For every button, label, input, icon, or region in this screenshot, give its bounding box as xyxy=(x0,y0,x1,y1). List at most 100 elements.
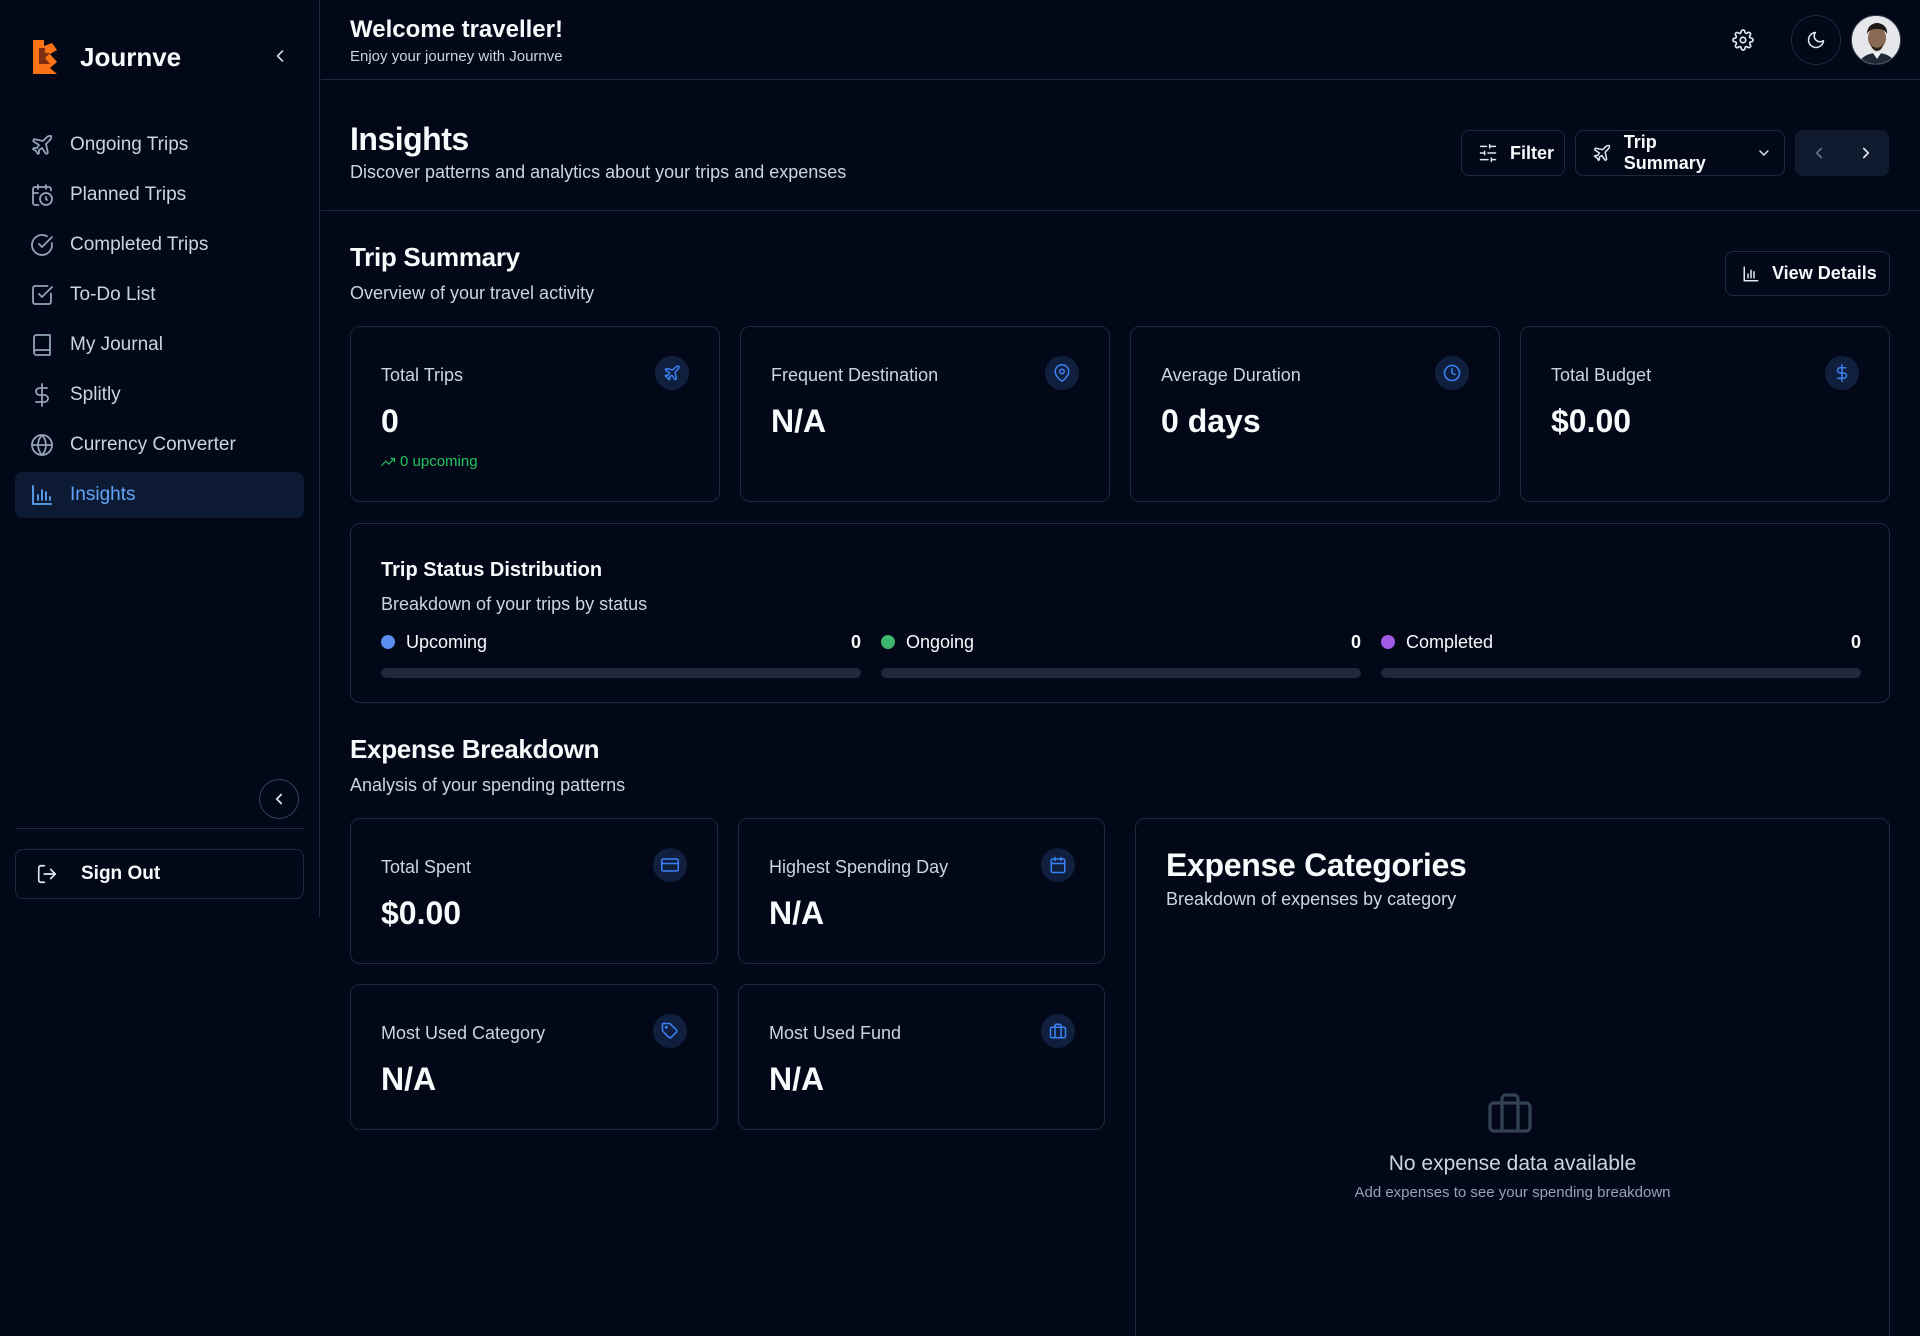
welcome-title: Welcome traveller! xyxy=(350,16,563,43)
tag-icon xyxy=(661,1022,679,1040)
map-pin-icon xyxy=(1053,364,1071,382)
page-title: Insights xyxy=(350,121,469,157)
stat-value: $0.00 xyxy=(1551,403,1632,439)
view-select-value: Trip Summary xyxy=(1623,132,1706,173)
stat-icon-badge xyxy=(1041,1014,1075,1048)
status-label: Completed xyxy=(1406,631,1494,652)
sidebar-item-label: Insights xyxy=(70,484,136,505)
collapse-sidebar-chevron-left-icon[interactable] xyxy=(270,46,290,66)
sidebar-item-label: Splitly xyxy=(70,384,121,405)
plane-icon xyxy=(30,133,54,157)
dollar-icon xyxy=(30,383,54,407)
view-select-dropdown[interactable]: Trip Summary xyxy=(1575,130,1785,176)
stat-icon-badge xyxy=(653,1014,687,1048)
sidebar-item-completed-trips[interactable]: Completed Trips xyxy=(15,222,304,268)
page-header: Insights Discover patterns and analytics… xyxy=(321,81,1920,211)
status-item-ongoing: Ongoing 0 xyxy=(881,630,1361,678)
status-progress-bar xyxy=(1381,668,1861,678)
status-count: 0 xyxy=(1850,631,1861,652)
stat-card-highest-spending-day: Highest Spending Day N/A xyxy=(738,818,1105,964)
status-count: 0 xyxy=(850,631,861,652)
sidebar-item-insights[interactable]: Insights xyxy=(15,472,304,518)
status-progress-bar xyxy=(381,668,861,678)
sidebar-item-label: Planned Trips xyxy=(70,184,187,205)
stat-icon-badge xyxy=(653,848,687,882)
sidebar-divider xyxy=(15,828,304,829)
page-subtitle: Discover patterns and analytics about yo… xyxy=(350,162,847,182)
status-progress-bar xyxy=(881,668,1361,678)
plane-icon xyxy=(663,364,681,382)
view-pager xyxy=(1795,130,1889,176)
sidebar-item-splitly[interactable]: Splitly xyxy=(15,372,304,418)
stat-card-frequent-destination: Frequent Destination N/A xyxy=(740,326,1110,502)
stat-label: Total Budget xyxy=(1551,365,1652,385)
sidebar-item-todo-list[interactable]: To-Do List xyxy=(15,272,304,318)
collapse-sidebar-button[interactable] xyxy=(259,779,299,819)
stat-icon-badge xyxy=(655,356,689,390)
view-details-button[interactable]: View Details xyxy=(1725,251,1890,296)
calendar-icon xyxy=(1049,856,1067,874)
stat-label: Highest Spending Day xyxy=(769,857,949,877)
stat-value: N/A xyxy=(769,1061,825,1097)
expense-breakdown-title: Expense Breakdown xyxy=(350,734,600,764)
distribution-subtitle: Breakdown of your trips by status xyxy=(381,594,648,614)
stat-card-most-used-category: Most Used Category N/A xyxy=(350,984,718,1130)
stat-icon-badge xyxy=(1825,356,1859,390)
journve-logo-icon xyxy=(30,38,60,76)
view-details-label: View Details xyxy=(1772,263,1877,283)
status-dot xyxy=(381,635,395,649)
sidebar-item-label: Ongoing Trips xyxy=(70,134,189,155)
sidebar-nav: Ongoing Trips Planned Trips Completed Tr… xyxy=(15,122,304,522)
moon-icon xyxy=(1806,30,1826,50)
status-dot xyxy=(881,635,895,649)
stat-label: Most Used Category xyxy=(381,1023,546,1043)
stat-value: 0 days xyxy=(1161,403,1261,439)
app-name: Journve xyxy=(80,41,182,72)
sidebar-item-ongoing-trips[interactable]: Ongoing Trips xyxy=(15,122,304,168)
chevron-left-icon xyxy=(270,790,288,808)
expense-categories-title: Expense Categories xyxy=(1166,847,1467,883)
expense-categories-card: Expense Categories Breakdown of expenses… xyxy=(1135,818,1890,1336)
sign-out-button[interactable]: Sign Out xyxy=(15,849,304,899)
stat-card-total-spent: Total Spent $0.00 xyxy=(350,818,718,964)
trip-summary-title: Trip Summary xyxy=(350,242,520,272)
stat-value: N/A xyxy=(769,895,825,931)
sidebar-item-my-journal[interactable]: My Journal xyxy=(15,322,304,368)
stat-icon-badge xyxy=(1041,848,1075,882)
filter-label: Filter xyxy=(1510,142,1555,163)
empty-state-title: No expense data available xyxy=(1388,1152,1637,1175)
sidebar-item-label: Currency Converter xyxy=(70,434,236,455)
next-view-chevron-right-icon[interactable] xyxy=(1857,144,1875,162)
stat-label: Total Trips xyxy=(381,365,464,385)
expense-breakdown-subtitle: Analysis of your spending patterns xyxy=(350,775,626,795)
stat-card-average-duration: Average Duration 0 days xyxy=(1130,326,1500,502)
sidebar-item-label: Completed Trips xyxy=(70,234,209,255)
stat-label: Frequent Destination xyxy=(771,365,939,385)
stat-card-most-used-fund: Most Used Fund N/A xyxy=(738,984,1105,1130)
gear-icon[interactable] xyxy=(1732,29,1754,51)
stat-value: $0.00 xyxy=(381,895,462,931)
sidebar-item-label: My Journal xyxy=(70,334,163,355)
stat-value: N/A xyxy=(771,403,827,439)
stat-value: 0 xyxy=(381,403,399,439)
trip-status-distribution-card: Trip Status Distribution Breakdown of yo… xyxy=(350,523,1890,703)
topbar: Welcome traveller! Enjoy your journey wi… xyxy=(321,0,1920,80)
stat-card-total-trips: Total Trips 0 0 upcoming xyxy=(350,326,720,502)
filter-button[interactable]: Filter xyxy=(1461,130,1565,176)
plane-icon xyxy=(1592,143,1612,163)
check-circle-icon xyxy=(30,233,54,257)
bar-chart-icon xyxy=(1742,265,1760,283)
sidebar-item-currency-converter[interactable]: Currency Converter xyxy=(15,422,304,468)
theme-toggle-button[interactable] xyxy=(1791,15,1841,65)
stat-icon-badge xyxy=(1435,356,1469,390)
previous-view-chevron-left-icon[interactable] xyxy=(1810,144,1828,162)
sidebar-item-planned-trips[interactable]: Planned Trips xyxy=(15,172,304,218)
status-label: Upcoming xyxy=(406,631,488,652)
sidebar: Journve Ongoing Trips Planned Trips Comp… xyxy=(0,0,320,918)
brand[interactable]: Journve xyxy=(30,38,181,76)
welcome-subtitle: Enjoy your journey with Journve xyxy=(350,48,563,65)
status-dot xyxy=(1381,635,1395,649)
credit-card-icon xyxy=(661,856,679,874)
stat-label: Average Duration xyxy=(1161,365,1301,385)
avatar[interactable] xyxy=(1851,15,1901,65)
